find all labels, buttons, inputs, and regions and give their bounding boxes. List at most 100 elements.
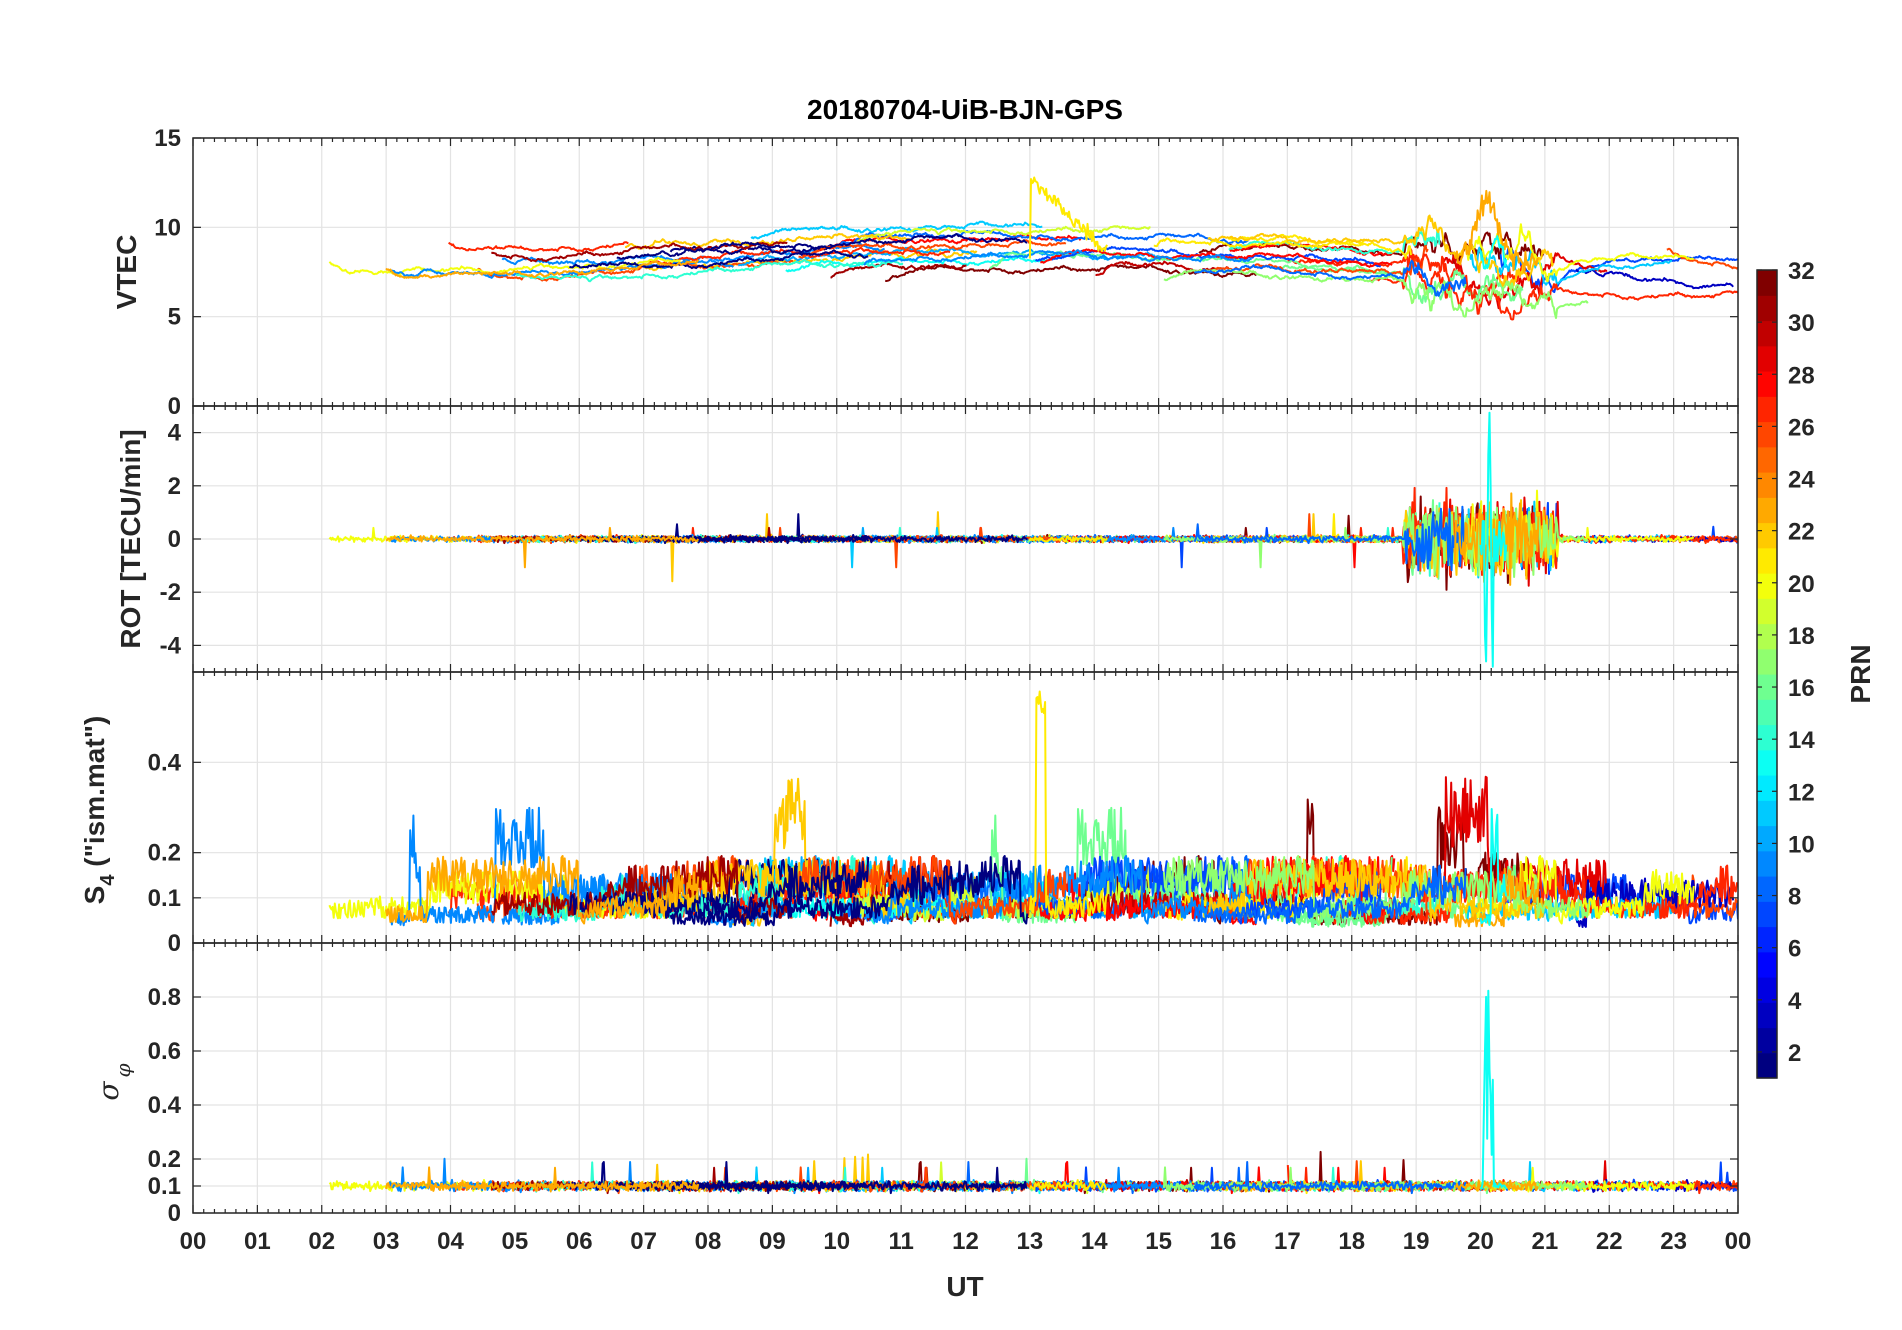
xtick-label: 19 — [1403, 1228, 1430, 1255]
rot-trace-prn1 — [569, 534, 870, 545]
vtec-trace-prn29 — [1441, 252, 1608, 310]
xtick-label: 04 — [437, 1228, 464, 1255]
vtec-trace-prn21 — [1153, 237, 1412, 260]
vtec-ylabel: VTEC — [111, 235, 142, 310]
xtick-label: 21 — [1532, 1228, 1559, 1255]
ytick-label: 0 — [168, 1200, 181, 1227]
ytick-label: 0.1 — [148, 1173, 181, 1200]
colorbar-tick-label: 32 — [1788, 258, 1815, 285]
colorbar-swatch — [1757, 951, 1777, 978]
vtec-trace-prn9 — [863, 249, 1253, 266]
xtick-label: 10 — [823, 1228, 850, 1255]
vtec-trace-prn13 — [785, 255, 1050, 273]
xtick-label: 01 — [244, 1228, 271, 1255]
colorbar-swatch — [1757, 724, 1777, 751]
ytick-label: -2 — [160, 579, 181, 606]
colorbar-tick-label: 12 — [1788, 779, 1815, 806]
sigma-phi-trace-prn8 — [1193, 1161, 1467, 1195]
ytick-label: 0.8 — [148, 984, 181, 1011]
colorbar-swatch — [1757, 446, 1777, 473]
rot-trace-prn1 — [670, 523, 1029, 545]
colorbar-swatch — [1757, 522, 1777, 549]
vtec-trace-prn23 — [385, 259, 700, 279]
rot-trace-prn8 — [1193, 505, 1467, 572]
colorbar-swatch — [1757, 598, 1777, 625]
vtec-trace-prn22 — [1207, 214, 1555, 289]
s4-trace-prn9 — [863, 855, 1253, 925]
xtick-label: 23 — [1660, 1228, 1687, 1255]
colorbar-tick-label: 30 — [1788, 310, 1815, 337]
colorbar-swatch — [1757, 547, 1777, 574]
xtick-label: 20 — [1467, 1228, 1494, 1255]
vtec-trace-prn8 — [1194, 259, 1467, 297]
ytick-label: -4 — [160, 632, 182, 659]
vtec-trace-prn30 — [1095, 260, 1229, 276]
vtec-trace-prn1 — [569, 249, 869, 270]
vtec-trace-prn21 — [1028, 176, 1108, 259]
vtec-trace-prn8 — [838, 229, 1249, 247]
colorbar-swatch — [1757, 901, 1777, 928]
ytick-label: 4 — [168, 420, 182, 447]
s4-panel: 0 0.1 0.2 0.4 S4 ("ism.mat") — [79, 671, 1739, 957]
ytick-label: 0 — [168, 526, 181, 553]
sigma-phi-series — [328, 989, 1738, 1195]
colorbar-swatch — [1757, 421, 1777, 448]
xtick-label: 03 — [373, 1228, 400, 1255]
xtick-label: 18 — [1338, 1228, 1365, 1255]
vtec-trace-prn1 — [616, 243, 837, 260]
xtick-label: 09 — [759, 1228, 786, 1255]
xtick-label: 07 — [630, 1228, 657, 1255]
colorbar-swatch — [1757, 876, 1777, 902]
colorbar-swatch — [1757, 800, 1777, 827]
colorbar-swatch — [1757, 749, 1777, 776]
xtick-label: 08 — [695, 1228, 722, 1255]
vtec-trace-prn26 — [1666, 247, 1738, 270]
ytick-label: 0 — [168, 930, 181, 957]
colorbar-swatch — [1757, 573, 1777, 599]
sigma-phi-trace-prn21 — [1028, 1179, 1108, 1192]
xtick-label: 22 — [1596, 1228, 1623, 1255]
colorbar-tick-label: 28 — [1788, 362, 1815, 389]
ytick-label: 0.2 — [148, 1146, 181, 1173]
colorbar-swatch — [1757, 699, 1777, 726]
s4-trace-prn1 — [669, 855, 1029, 927]
colorbar-tick-label: 8 — [1788, 884, 1801, 911]
colorbar-tick-label: 18 — [1788, 623, 1815, 650]
xtick-label: 00 — [180, 1228, 207, 1255]
colorbar-tick-label: 20 — [1788, 571, 1815, 598]
colorbar-label: PRN — [1845, 644, 1876, 703]
ytick-label: 0.1 — [148, 885, 181, 912]
s4-trace-prn23 — [385, 855, 700, 925]
colorbar-swatch — [1757, 926, 1777, 953]
rot-trace-prn21 — [1029, 535, 1108, 544]
vtec-trace-prn23 — [1454, 189, 1540, 274]
colorbar-swatch — [1757, 1052, 1777, 1079]
s4-trace-prn23 — [1453, 863, 1540, 928]
ytick-label: 10 — [154, 214, 181, 241]
vtec-trace-prn3 — [1575, 268, 1734, 290]
xtick-label: 15 — [1145, 1228, 1172, 1255]
colorbar-swatch — [1757, 674, 1777, 700]
colorbar-tick-label: 14 — [1788, 727, 1815, 754]
colorbar-swatch — [1757, 623, 1777, 650]
xtick-label: 06 — [566, 1228, 593, 1255]
vtec-trace-prn17 — [1163, 268, 1589, 319]
vtec-trace-prn11 — [1466, 246, 1673, 286]
colorbar-swatch — [1757, 1002, 1777, 1029]
rot-series — [328, 411, 1738, 668]
ytick-label: 0.2 — [148, 840, 181, 867]
vtec-trace-prn27 — [447, 241, 629, 253]
colorbar-swatch — [1757, 371, 1777, 397]
sigma-phi-ylabel: σφ — [92, 1063, 135, 1100]
svg-text:σφ: σφ — [92, 1063, 135, 1100]
xtick-label: 11 — [888, 1228, 913, 1255]
rot-trace-prn23 — [385, 526, 700, 569]
vtec-panel: 0 5 10 15 VTEC — [111, 125, 1739, 420]
vtec-trace-prn31 — [490, 241, 788, 263]
vtec-series — [328, 176, 1738, 321]
xtick-label: 13 — [1017, 1228, 1044, 1255]
rot-ylabel: ROT [TECU/min] — [115, 429, 146, 648]
s4-trace-prn16 — [988, 806, 1393, 928]
colorbar-swatch — [1757, 825, 1777, 852]
colorbar-tick-label: 24 — [1788, 467, 1815, 494]
